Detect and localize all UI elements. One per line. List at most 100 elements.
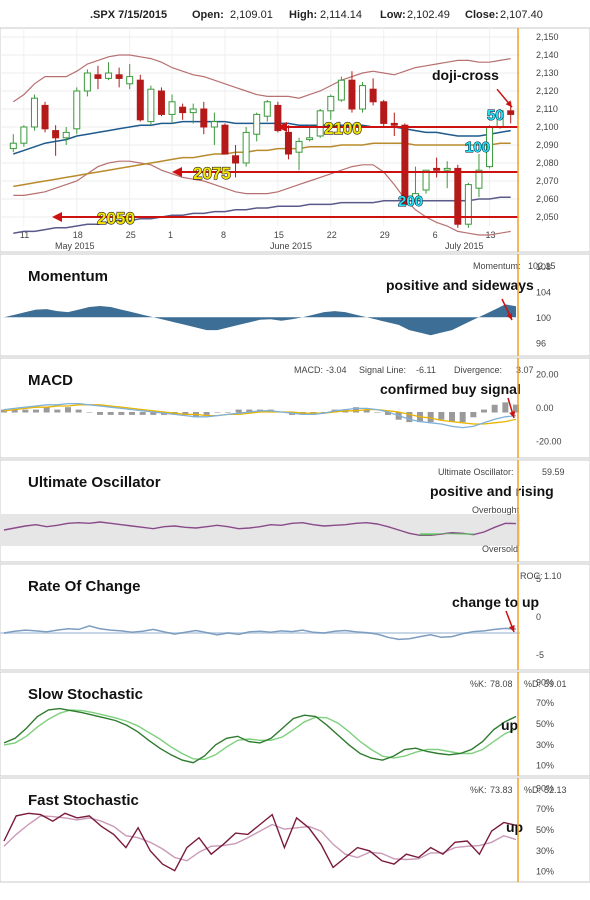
momentum-arrow-head — [506, 313, 513, 320]
slow-panel-ytick-label: 10% — [536, 761, 554, 771]
ma200-line — [13, 196, 511, 234]
ma50-label: 50 — [487, 107, 504, 124]
support-arrowhead-2100 — [277, 122, 287, 132]
price-xtick-label: 22 — [327, 230, 337, 240]
candle-body — [422, 169, 430, 191]
candle-body — [232, 155, 240, 164]
macd-histogram-bar — [427, 412, 434, 423]
price-xtick-label: 25 — [126, 230, 136, 240]
fast-panel-frame — [0, 777, 590, 883]
fast-panel-ytick-label: 10% — [536, 867, 554, 877]
slow-panel-ytick-label: 90% — [536, 677, 554, 687]
macd-histogram-bar — [491, 404, 498, 413]
macd-panel-title: MACD — [28, 372, 73, 389]
signal-value-label: Signal Line: — [359, 365, 406, 375]
macd-histogram-bar — [353, 407, 359, 413]
candle-body — [327, 95, 335, 112]
candle-body — [200, 108, 208, 128]
ma100-line — [13, 142, 511, 188]
roc-panel-title: Rate Of Change — [28, 578, 141, 595]
macd-histogram-bar — [470, 412, 477, 418]
candle-body — [337, 79, 345, 101]
fast-d-line — [3, 815, 517, 862]
macd-value-label: MACD: — [294, 365, 323, 375]
macd-histogram-bar — [22, 409, 29, 413]
macd-panel-ytick-label: 20.00 — [536, 370, 559, 380]
momentum-area — [4, 304, 516, 336]
uo-oversold-label: Oversold — [482, 544, 518, 554]
momentum-panel-ytick-label: 104 — [536, 287, 551, 297]
macd-histogram-bar — [246, 409, 253, 413]
candle-body — [9, 142, 17, 150]
uo-oversold-fill — [420, 533, 474, 536]
slow-panel-frame — [0, 671, 590, 777]
candle-body — [126, 76, 134, 85]
macd-histogram-bar — [513, 404, 519, 413]
uo-value: 59.59 — [542, 467, 565, 477]
ultimate-oscillator-panel: Ultimate Oscillator Overbought Oversold pos… — [0, 459, 590, 563]
candle-body — [20, 126, 28, 144]
fast-k-value: 73.83 — [490, 785, 513, 795]
macd-histogram-bar — [182, 412, 189, 415]
price-xtick-label: 8 — [221, 230, 226, 240]
candle-body — [274, 104, 282, 132]
ma200-label: 200 — [398, 193, 423, 210]
candle-body — [316, 110, 324, 137]
macd-panel-ytick-label: -20.00 — [536, 436, 562, 446]
price-xtick-label: 18 — [73, 230, 83, 240]
macd-histogram-bar — [438, 412, 445, 420]
momentum-value: 102.15 — [528, 261, 556, 271]
candle-body — [380, 101, 388, 124]
candle-body — [369, 88, 377, 103]
price-ytick-label: 2,070 — [536, 176, 559, 186]
macd-histogram-bar — [150, 412, 157, 415]
candle-body — [168, 101, 176, 115]
fast-panel-title: Fast Stochastic — [28, 792, 139, 809]
macd-histogram-bar — [1, 409, 7, 413]
fast-panel-ytick-label: 50% — [536, 825, 554, 835]
fast-panel-ytick-label: 90% — [536, 783, 554, 793]
ma50-line — [13, 120, 511, 155]
uo-annotation: positive and rising — [430, 483, 554, 499]
close-label: Close: — [465, 9, 499, 21]
macd-histogram-bar — [374, 412, 381, 413]
candle-body — [359, 85, 367, 110]
candle-body — [443, 167, 451, 171]
roc-value-label: ROC: — [520, 571, 543, 581]
macd-histogram-bar — [43, 407, 50, 413]
price-ytick-label: 2,100 — [536, 122, 559, 132]
slow-k-value: 78.08 — [490, 679, 513, 689]
fast-k-label: %K: — [470, 785, 487, 795]
roc-arrow-head — [508, 625, 515, 632]
candle-body — [242, 131, 250, 164]
macd-histogram-bar — [86, 412, 93, 413]
macd-histogram-bar — [97, 412, 103, 415]
macd-histogram-bar — [129, 412, 135, 415]
macd-histogram-bar — [225, 412, 231, 413]
uo-value-label: Ultimate Oscillator: — [438, 467, 514, 477]
doji-cross-arrow-head — [505, 100, 512, 108]
price-month-label: May 2015 — [55, 241, 95, 251]
support-label-2050: 2050 — [97, 209, 135, 228]
fast-stochastic-panel: Fast Stochastic 90% 70% 50% 30% 10% up %K: 73.83… — [0, 777, 590, 883]
macd-histogram-bar — [54, 409, 61, 413]
roc-annotation: change to up — [452, 594, 539, 610]
candle-body — [41, 104, 49, 130]
candle-body — [475, 169, 483, 189]
price-frame — [0, 27, 590, 253]
macd-histogram-bar — [118, 412, 125, 415]
macd-histogram-bar — [235, 409, 242, 413]
candle-body — [221, 124, 229, 155]
roc-panel-ytick-label: -5 — [536, 650, 544, 660]
candle-body — [454, 167, 462, 225]
candle-body — [30, 97, 38, 128]
momentum-panel-frame — [0, 253, 590, 357]
macd-histogram-bar — [33, 409, 39, 413]
header: .SPX 7/15/2015 Open: 2,109.01 High: 2,11… — [90, 9, 543, 21]
divergence-value: 3.07 — [516, 365, 534, 375]
candle-body — [464, 184, 472, 225]
support-arrowhead-2075 — [172, 167, 182, 177]
fast-d-label: %D: — [524, 785, 541, 795]
candle-body — [83, 72, 91, 92]
